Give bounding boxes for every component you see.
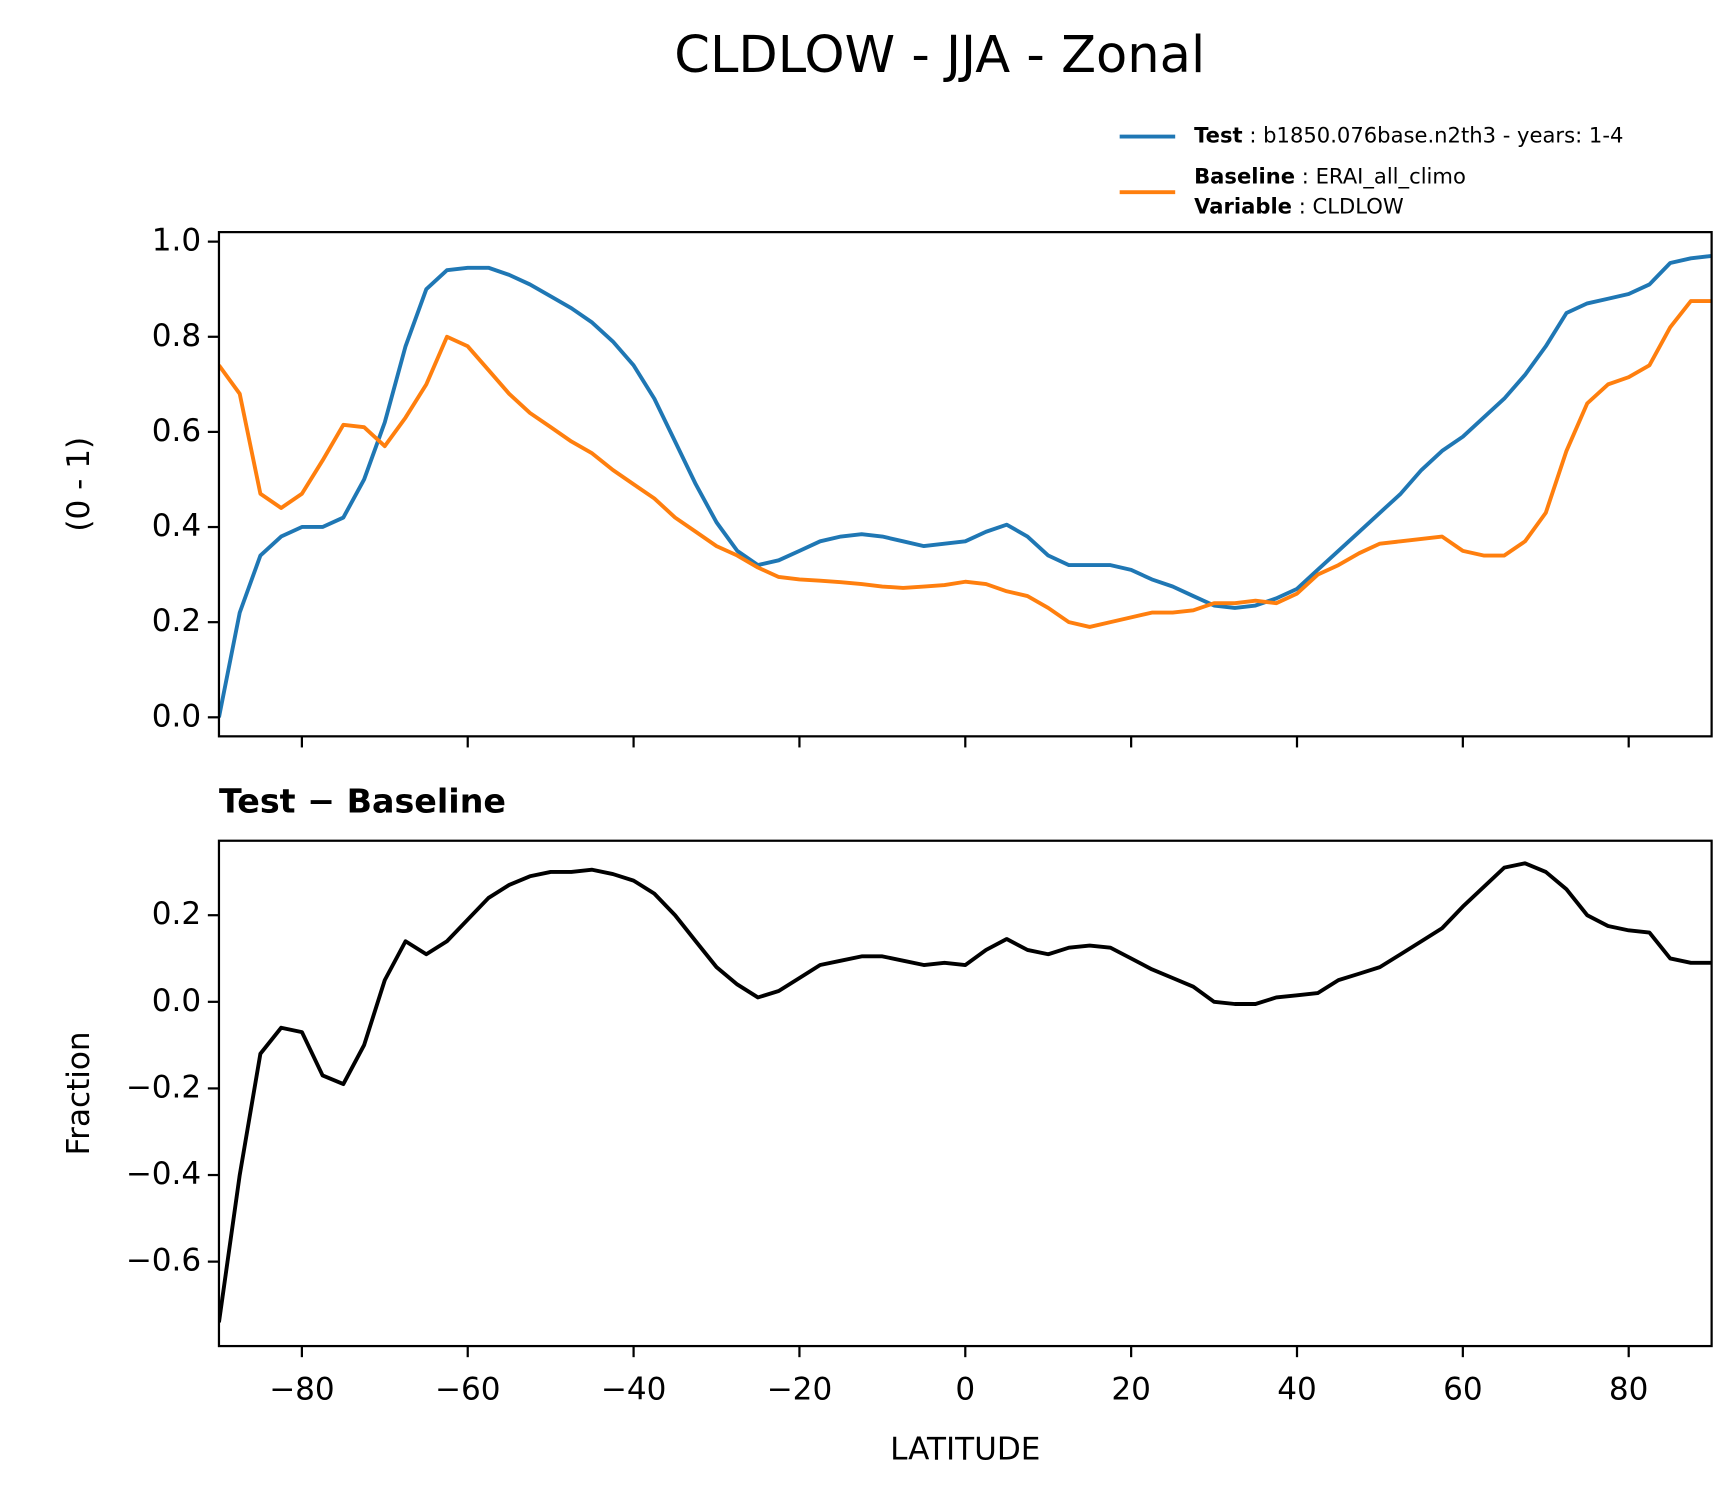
y-tick-label: 0.0 — [152, 698, 201, 734]
x-tick-label: −20 — [767, 1371, 833, 1407]
axes-frame — [217, 231, 1713, 738]
x-tick-label: −60 — [435, 1371, 501, 1407]
legend-entry: Variable : CLDLOW — [1194, 194, 1404, 219]
x-tick-label: 20 — [1111, 1371, 1151, 1407]
y-tick-label: 1.0 — [152, 223, 201, 259]
legend-separator: : — [1292, 194, 1313, 219]
legend-separator: : — [1243, 123, 1264, 148]
series-line — [218, 299, 1712, 629]
x-tick-label: 0 — [955, 1371, 975, 1407]
x-tick-label: 80 — [1609, 1371, 1649, 1407]
series-line — [218, 253, 1712, 718]
legend-description: ERAI_all_climo — [1316, 164, 1466, 190]
y-tick-label: −0.6 — [126, 1243, 201, 1279]
y-tick-label: 0.2 — [152, 896, 201, 932]
legend-entry: Baseline : ERAI_all_climo — [1194, 164, 1466, 190]
x-tick-label: 60 — [1443, 1371, 1483, 1407]
legend-variable-label: Variable — [1194, 194, 1292, 219]
x-axis-label: LATITUDE — [890, 1431, 1040, 1467]
legend-separator: : — [1295, 164, 1316, 189]
series-line — [218, 861, 1712, 1323]
x-tick-label: −80 — [269, 1371, 335, 1407]
y-axis-label: Fraction — [61, 1031, 97, 1155]
legend-variable: CLDLOW — [1313, 194, 1404, 219]
y-tick-label: −0.2 — [126, 1069, 201, 1105]
y-axis-label: (0 - 1) — [61, 437, 97, 532]
axes-title: Test − Baseline — [219, 781, 506, 820]
legend-entry: Test : b1850.076base.n2th3 - years: 1-4 — [1194, 123, 1623, 148]
legend-description: b1850.076base.n2th3 - years: 1-4 — [1263, 123, 1623, 148]
y-tick-label: 0.4 — [152, 508, 201, 544]
legend-name: Test — [1194, 123, 1243, 148]
legend-name: Baseline — [1194, 164, 1295, 189]
axes-frame — [217, 839, 1713, 1348]
x-tick-label: 40 — [1277, 1371, 1317, 1407]
y-tick-label: −0.4 — [126, 1156, 201, 1192]
y-tick-label: 0.6 — [152, 413, 201, 449]
y-tick-label: 0.2 — [152, 603, 201, 639]
x-tick-label: −40 — [601, 1371, 667, 1407]
y-tick-label: 0.0 — [152, 983, 201, 1019]
y-tick-label: 0.8 — [152, 318, 201, 354]
figure-title: CLDLOW - JJA - Zonal — [674, 26, 1205, 85]
